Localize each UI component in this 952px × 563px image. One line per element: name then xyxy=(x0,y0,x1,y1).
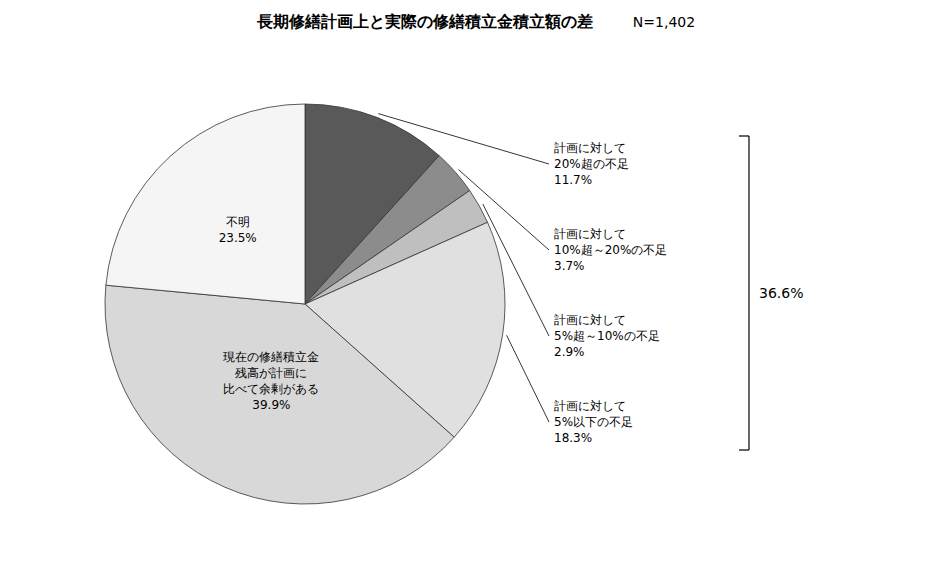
svg-text:計画に対して5%超～10%の不足2.9%: 計画に対して5%超～10%の不足2.9% xyxy=(554,313,660,359)
html-text:N=1,402: N=1,402 xyxy=(632,14,696,30)
svg-text:計画に対して5%以下の不足18.3%: 計画に対して5%以下の不足18.3% xyxy=(554,399,633,445)
svg-text:計画に対して10%超～20%の不足3.7%: 計画に対して10%超～20%の不足3.7% xyxy=(554,227,667,273)
svg-text:不明23.5%: 不明23.5% xyxy=(219,215,257,245)
html-text:長期修繕計画上と実際の修繕積立金積立額の差: 長期修繕計画上と実際の修繕積立金積立額の差 xyxy=(256,11,593,31)
svg-text:36.6%: 36.6% xyxy=(759,285,803,301)
svg-text:現在の修繕積立金残高が計画に比べて余剰がある39.9%: 現在の修繕積立金残高が計画に比べて余剰がある39.9% xyxy=(223,350,319,412)
svg-text:計画に対して20%超の不足11.7%: 計画に対して20%超の不足11.7% xyxy=(554,141,629,187)
